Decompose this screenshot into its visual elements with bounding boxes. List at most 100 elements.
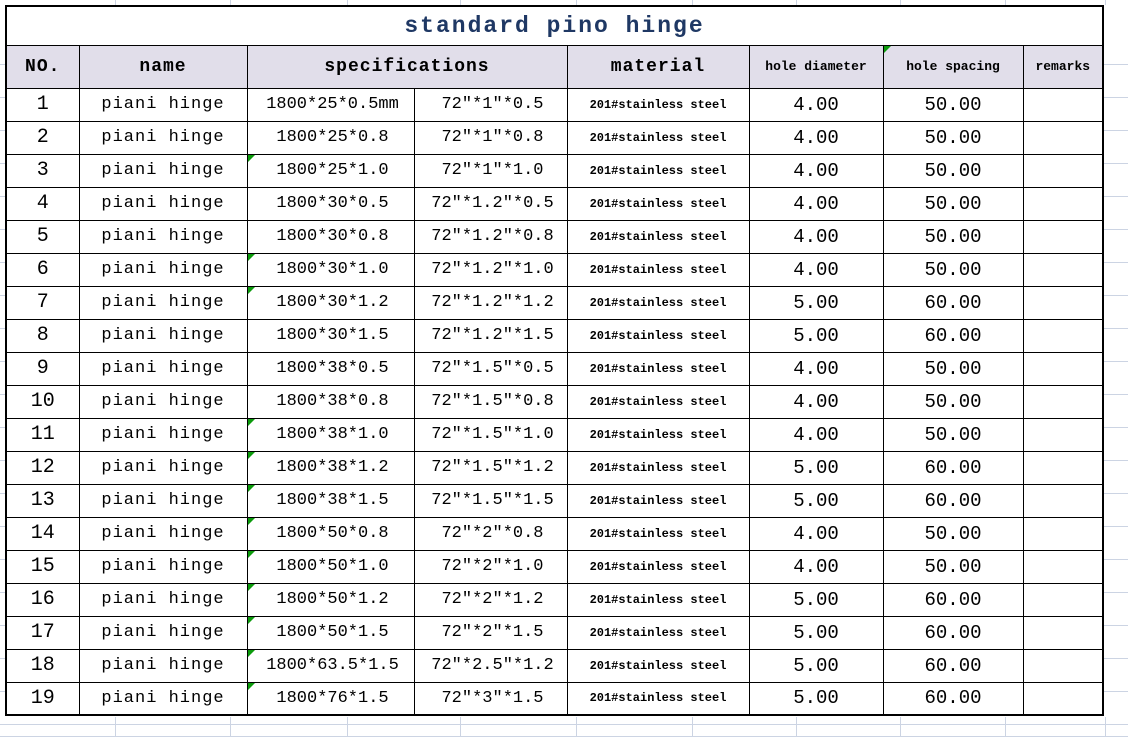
cell-remarks[interactable] xyxy=(1023,550,1103,583)
cell-no[interactable]: 19 xyxy=(6,682,79,715)
cell-remarks[interactable] xyxy=(1023,220,1103,253)
cell-spec-metric[interactable]: 1800*30*1.5 xyxy=(247,319,414,352)
cell-spec-inch[interactable]: 72″*1.5″*1.5 xyxy=(414,484,567,517)
cell-no[interactable]: 13 xyxy=(6,484,79,517)
cell-spec-inch[interactable]: 72″*1″*0.8 xyxy=(414,121,567,154)
cell-hole-spacing[interactable]: 50.00 xyxy=(883,550,1023,583)
cell-no[interactable]: 2 xyxy=(6,121,79,154)
column-header-remarks[interactable]: remarks xyxy=(1023,45,1103,88)
cell-hole-spacing[interactable]: 60.00 xyxy=(883,682,1023,715)
cell-name[interactable]: piani hinge xyxy=(79,517,247,550)
cell-hole-diameter[interactable]: 4.00 xyxy=(749,187,883,220)
cell-material[interactable]: 201#stainless steel xyxy=(567,121,749,154)
cell-hole-spacing[interactable]: 50.00 xyxy=(883,121,1023,154)
cell-remarks[interactable] xyxy=(1023,484,1103,517)
cell-material[interactable]: 201#stainless steel xyxy=(567,517,749,550)
cell-remarks[interactable] xyxy=(1023,319,1103,352)
cell-spec-inch[interactable]: 72″*1.5″*1.0 xyxy=(414,418,567,451)
cell-hole-spacing[interactable]: 50.00 xyxy=(883,352,1023,385)
cell-remarks[interactable] xyxy=(1023,418,1103,451)
cell-spec-metric[interactable]: 1800*38*0.5 xyxy=(247,352,414,385)
cell-spec-metric[interactable]: 1800*76*1.5 xyxy=(247,682,414,715)
cell-spec-metric[interactable]: 1800*30*1.0 xyxy=(247,253,414,286)
cell-material[interactable]: 201#stainless steel xyxy=(567,286,749,319)
cell-hole-spacing[interactable]: 50.00 xyxy=(883,253,1023,286)
cell-hole-spacing[interactable]: 60.00 xyxy=(883,286,1023,319)
table-title-cell[interactable]: standard pino hinge xyxy=(6,6,1103,45)
cell-spec-inch[interactable]: 72″*2″*1.0 xyxy=(414,550,567,583)
cell-spec-inch[interactable]: 72″*2″*0.8 xyxy=(414,517,567,550)
cell-spec-inch[interactable]: 72″*1.2″*1.0 xyxy=(414,253,567,286)
cell-hole-diameter[interactable]: 4.00 xyxy=(749,88,883,121)
cell-no[interactable]: 10 xyxy=(6,385,79,418)
cell-spec-inch[interactable]: 72″*1.2″*0.8 xyxy=(414,220,567,253)
cell-remarks[interactable] xyxy=(1023,451,1103,484)
cell-spec-inch[interactable]: 72″*1.2″*1.2 xyxy=(414,286,567,319)
cell-spec-metric[interactable]: 1800*38*0.8 xyxy=(247,385,414,418)
cell-name[interactable]: piani hinge xyxy=(79,649,247,682)
cell-hole-diameter[interactable]: 5.00 xyxy=(749,583,883,616)
cell-remarks[interactable] xyxy=(1023,517,1103,550)
cell-remarks[interactable] xyxy=(1023,154,1103,187)
cell-no[interactable]: 11 xyxy=(6,418,79,451)
cell-material[interactable]: 201#stainless steel xyxy=(567,385,749,418)
cell-spec-inch[interactable]: 72″*1″*0.5 xyxy=(414,88,567,121)
cell-hole-diameter[interactable]: 4.00 xyxy=(749,418,883,451)
cell-hole-spacing[interactable]: 50.00 xyxy=(883,385,1023,418)
cell-spec-inch[interactable]: 72″*1.2″*0.5 xyxy=(414,187,567,220)
cell-spec-inch[interactable]: 72″*3″*1.5 xyxy=(414,682,567,715)
cell-no[interactable]: 15 xyxy=(6,550,79,583)
cell-spec-metric[interactable]: 1800*25*0.8 xyxy=(247,121,414,154)
cell-hole-diameter[interactable]: 4.00 xyxy=(749,352,883,385)
cell-material[interactable]: 201#stainless steel xyxy=(567,616,749,649)
cell-name[interactable]: piani hinge xyxy=(79,187,247,220)
cell-no[interactable]: 17 xyxy=(6,616,79,649)
cell-material[interactable]: 201#stainless steel xyxy=(567,451,749,484)
cell-hole-diameter[interactable]: 5.00 xyxy=(749,484,883,517)
cell-hole-spacing[interactable]: 50.00 xyxy=(883,187,1023,220)
cell-name[interactable]: piani hinge xyxy=(79,583,247,616)
cell-remarks[interactable] xyxy=(1023,583,1103,616)
cell-name[interactable]: piani hinge xyxy=(79,352,247,385)
cell-no[interactable]: 18 xyxy=(6,649,79,682)
cell-spec-metric[interactable]: 1800*50*1.2 xyxy=(247,583,414,616)
cell-hole-diameter[interactable]: 4.00 xyxy=(749,550,883,583)
cell-remarks[interactable] xyxy=(1023,286,1103,319)
cell-spec-metric[interactable]: 1800*30*0.5 xyxy=(247,187,414,220)
cell-hole-spacing[interactable]: 50.00 xyxy=(883,88,1023,121)
cell-hole-spacing[interactable]: 60.00 xyxy=(883,484,1023,517)
cell-spec-inch[interactable]: 72″*1″*1.0 xyxy=(414,154,567,187)
cell-material[interactable]: 201#stainless steel xyxy=(567,88,749,121)
cell-hole-spacing[interactable]: 60.00 xyxy=(883,649,1023,682)
cell-spec-metric[interactable]: 1800*50*0.8 xyxy=(247,517,414,550)
cell-spec-metric[interactable]: 1800*38*1.5 xyxy=(247,484,414,517)
cell-no[interactable]: 12 xyxy=(6,451,79,484)
cell-material[interactable]: 201#stainless steel xyxy=(567,220,749,253)
cell-remarks[interactable] xyxy=(1023,682,1103,715)
column-header-specifications[interactable]: specifications xyxy=(247,45,567,88)
cell-spec-metric[interactable]: 1800*25*1.0 xyxy=(247,154,414,187)
cell-remarks[interactable] xyxy=(1023,352,1103,385)
cell-spec-inch[interactable]: 72″*2″*1.2 xyxy=(414,583,567,616)
cell-hole-spacing[interactable]: 60.00 xyxy=(883,616,1023,649)
column-header-no[interactable]: NO. xyxy=(6,45,79,88)
cell-name[interactable]: piani hinge xyxy=(79,616,247,649)
cell-spec-metric[interactable]: 1800*25*0.5mm xyxy=(247,88,414,121)
cell-hole-spacing[interactable]: 50.00 xyxy=(883,418,1023,451)
cell-spec-inch[interactable]: 72″*2″*1.5 xyxy=(414,616,567,649)
cell-remarks[interactable] xyxy=(1023,385,1103,418)
cell-hole-diameter[interactable]: 5.00 xyxy=(749,451,883,484)
cell-name[interactable]: piani hinge xyxy=(79,253,247,286)
cell-no[interactable]: 5 xyxy=(6,220,79,253)
cell-no[interactable]: 8 xyxy=(6,319,79,352)
cell-spec-metric[interactable]: 1800*50*1.5 xyxy=(247,616,414,649)
cell-material[interactable]: 201#stainless steel xyxy=(567,253,749,286)
cell-remarks[interactable] xyxy=(1023,253,1103,286)
cell-material[interactable]: 201#stainless steel xyxy=(567,583,749,616)
cell-spec-metric[interactable]: 1800*38*1.0 xyxy=(247,418,414,451)
cell-spec-metric[interactable]: 1800*50*1.0 xyxy=(247,550,414,583)
cell-material[interactable]: 201#stainless steel xyxy=(567,187,749,220)
cell-hole-spacing[interactable]: 60.00 xyxy=(883,583,1023,616)
cell-name[interactable]: piani hinge xyxy=(79,484,247,517)
column-header-hole-diameter[interactable]: hole diameter xyxy=(749,45,883,88)
